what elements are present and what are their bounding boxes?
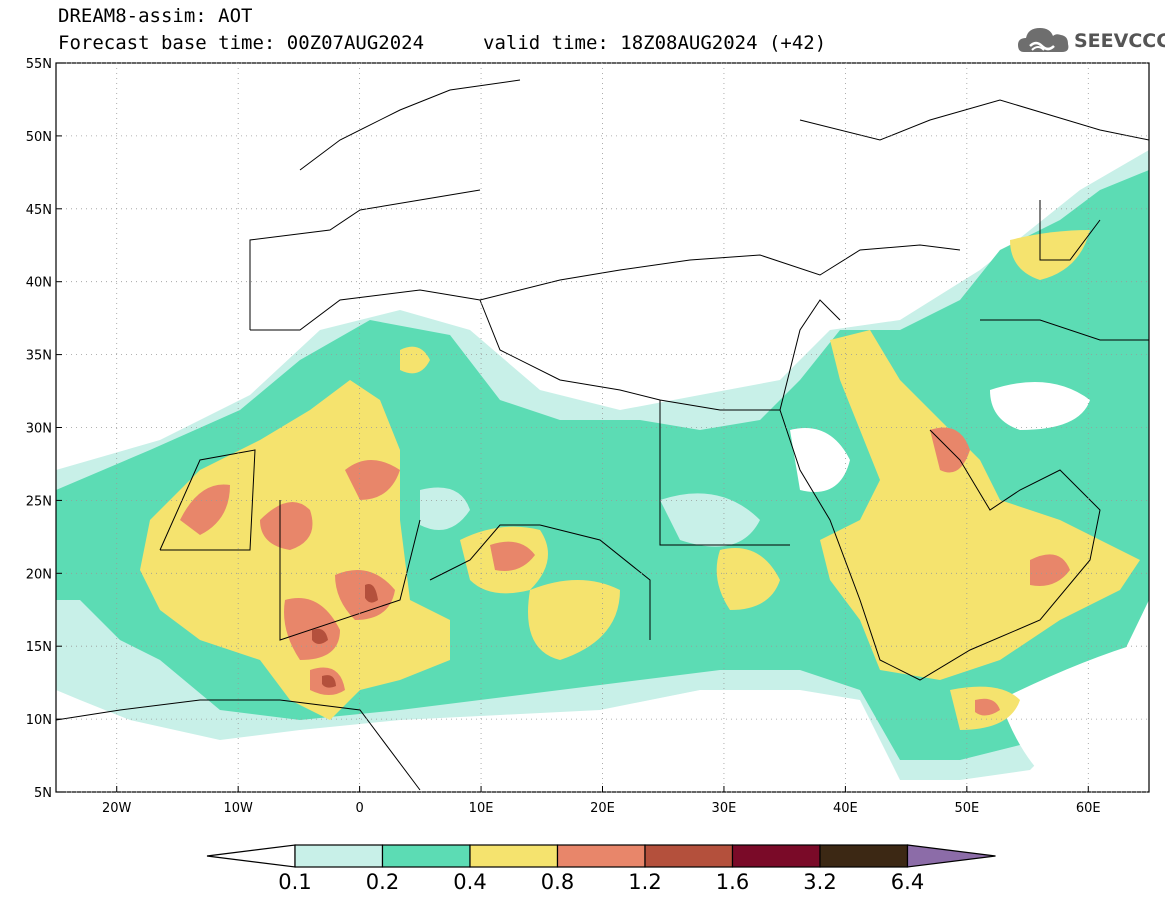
colorbar-segment [819, 844, 909, 868]
colorbar-label: 0.4 [453, 870, 486, 894]
colorbar-segment [731, 844, 821, 868]
aot-band-1-2 [365, 584, 378, 603]
lon-tick-label: 60E [1076, 801, 1101, 816]
colorbar-high-arrow [906, 844, 996, 868]
aot-band-0-4 [716, 548, 780, 610]
lat-tick-label: 30N [26, 422, 52, 437]
lon-tick-label: 20W [102, 801, 132, 816]
colorbar: 0.1 0.2 0.4 0.8 1.2 1.6 3.2 6.4 [206, 844, 996, 894]
map-axes: 20W 10W 0 10E 20E 30E 40E 50E 60E 55N 50N 45N 40N 35N… [26, 57, 1101, 816]
aot-band-0-8 [975, 698, 1000, 716]
lat-tick-label: 25N [26, 494, 52, 509]
lon-tick-label: 50E [954, 801, 979, 816]
logo-text: SEEVCCC [1074, 30, 1165, 52]
aot-band-0-4 [400, 346, 430, 374]
aot-band-1-2 [312, 628, 328, 644]
lon-tick-label: 10E [469, 801, 494, 816]
colorbar-label: 1.2 [628, 870, 661, 894]
lon-tick-label: 40E [833, 801, 858, 816]
aot-band-0-8 [180, 484, 230, 535]
lat-tick-label: 45N [26, 203, 52, 218]
lon-tick-label: 0 [355, 801, 363, 816]
colorbar-segment [644, 844, 734, 868]
colorbar-label: 0.2 [366, 870, 399, 894]
colorbar-segment [469, 844, 559, 868]
lat-tick-label: 5N [34, 786, 52, 801]
aot-band-0-8 [345, 460, 400, 500]
lat-tick-label: 55N [26, 57, 52, 72]
colorbar-segment [294, 844, 384, 868]
lat-tick-label: 15N [26, 640, 52, 655]
colorbar-label: 3.2 [803, 870, 836, 894]
colorbar-label: 1.6 [716, 870, 749, 894]
aot-band-0-4 [820, 330, 1140, 680]
forecast-base-time: Forecast base time: 00Z07AUG2024 [58, 32, 425, 54]
lat-tick-label: 20N [26, 567, 52, 582]
colorbar-label: 0.1 [278, 870, 311, 894]
aot-band-0-8 [490, 541, 535, 571]
cloud-icon [1018, 28, 1069, 52]
lat-tick-label: 50N [26, 130, 52, 145]
coastlines [56, 79, 1149, 791]
lat-tick-label: 35N [26, 349, 52, 364]
aot-band-0-8 [1030, 554, 1070, 586]
aot-band-1-2 [322, 675, 336, 688]
seevccc-logo: SEEVCCC [1016, 22, 1165, 58]
colorbar-label: 6.4 [891, 870, 924, 894]
colorbar-segment [556, 844, 646, 868]
colorbar-label: 0.8 [541, 870, 574, 894]
map-title: DREAM8-assim: AOT [58, 5, 253, 27]
lat-tick-label: 10N [26, 713, 52, 728]
lat-tick-label: 40N [26, 276, 52, 291]
valid-time: valid time: 18Z08AUG2024 (+42) [483, 32, 827, 54]
aot-band-0-1 [60, 590, 102, 685]
aot-band-0-4 [528, 580, 620, 660]
colorbar-segment [381, 844, 471, 868]
colorbar-low-arrow [206, 844, 296, 868]
lon-tick-label: 10W [223, 801, 253, 816]
lon-tick-label: 20E [590, 801, 615, 816]
aot-band-0-8 [260, 502, 313, 550]
aot-field [56, 150, 1149, 792]
aot-band-0-4 [1010, 230, 1090, 280]
lon-tick-label: 30E [712, 801, 737, 816]
